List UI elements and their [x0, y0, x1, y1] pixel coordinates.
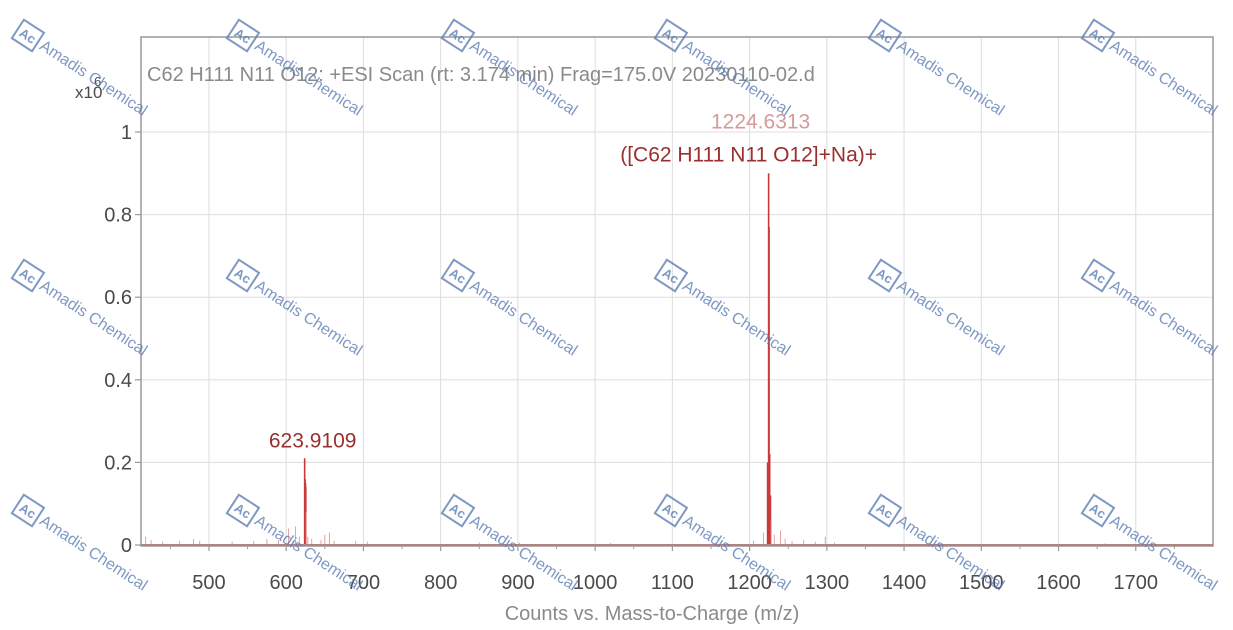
x-tick-label: 900: [501, 572, 534, 594]
x-tick-label: 1500: [959, 572, 1004, 594]
grid-lines: [141, 37, 1213, 545]
watermark-logo-text: Ac: [17, 500, 39, 522]
watermark-text: Amadis Chemical: [1106, 278, 1220, 360]
y-exponent-label: 6: [94, 74, 101, 89]
plot-frame: [140, 36, 1214, 547]
watermark-logo-text: Ac: [232, 500, 254, 522]
watermark-logo-box: [440, 493, 476, 528]
watermark-logo-box: [10, 18, 46, 53]
watermark-logo-text: Ac: [447, 265, 469, 287]
watermark-logo-text: Ac: [17, 265, 39, 287]
watermark-logo-text: Ac: [447, 500, 469, 522]
watermark-logo-text: Ac: [660, 500, 682, 522]
watermark-text: Amadis Chemical: [36, 278, 150, 360]
x-tick-label: 1300: [805, 572, 850, 594]
watermark-logo-box: [653, 258, 689, 293]
watermark-logo-text: Ac: [447, 25, 469, 47]
y-tick-label: 1: [121, 122, 132, 144]
x-tick-label: 1200: [727, 572, 772, 594]
y-tick-label: 0: [121, 535, 132, 557]
x-tick-label: 1400: [882, 572, 927, 594]
watermark-logo-box: [867, 493, 903, 528]
watermark-text: Amadis Chemical: [893, 38, 1007, 120]
y-multiplier-label: x10: [75, 83, 102, 102]
watermark-logo-box: [1080, 493, 1116, 528]
watermark-logo-text: Ac: [1087, 25, 1109, 47]
x-axis-label: Counts vs. Mass-to-Charge (m/z): [505, 603, 800, 625]
y-axis-ticks: 0 0.2 0.4 0.6 0.8 1: [104, 122, 132, 557]
watermark-text: Amadis Chemical: [466, 278, 580, 360]
x-tick-label: 1700: [1114, 572, 1159, 594]
y-tick-label: 0.8: [104, 205, 132, 227]
watermark-logo-text: Ac: [660, 265, 682, 287]
watermark-logo-text: Ac: [874, 500, 896, 522]
watermark-logo-text: Ac: [660, 25, 682, 47]
x-tick-label: 1000: [573, 572, 618, 594]
watermark-text: Amadis Chemical: [893, 278, 1007, 360]
watermark-logo-text: Ac: [1087, 500, 1109, 522]
x-tick-label: 1600: [1036, 572, 1081, 594]
watermark-logo-box: [440, 258, 476, 293]
watermark-logo-box: [440, 18, 476, 53]
peak-mz-label: 623.9109: [269, 429, 357, 452]
x-tick-label: 800: [424, 572, 457, 594]
watermark-logo-box: [653, 18, 689, 53]
watermark-text: Amadis Chemical: [36, 513, 150, 595]
watermark-text: Amadis Chemical: [1106, 38, 1220, 120]
watermark-logo-box: [867, 258, 903, 293]
watermark-logo-text: Ac: [17, 25, 39, 47]
watermark-logo-text: Ac: [232, 265, 254, 287]
watermark-logo-box: [1080, 258, 1116, 293]
watermark-logo-box: [1080, 18, 1116, 53]
watermark-logo-box: [225, 258, 261, 293]
watermark-text: Amadis Chemical: [679, 278, 793, 360]
watermark-logo-text: Ac: [874, 25, 896, 47]
watermark-logo-text: Ac: [232, 25, 254, 47]
x-tick-label: 500: [192, 572, 225, 594]
watermark-logo-box: [10, 258, 46, 293]
y-tick-label: 0.6: [104, 287, 132, 309]
peak-annotations: 623.9109 1224.6313 ([C62 H111 N11 O12]+Na)…: [269, 110, 877, 452]
watermark-logo-box: [10, 493, 46, 528]
spectrum-peaks: [145, 173, 1106, 545]
x-tick-label: 700: [347, 572, 380, 594]
peak-mz-label: 1224.6313: [711, 110, 810, 133]
x-axis-ticks: 500 600 700 800 900 1000 1100 1200 1300 1400 1500 1…: [192, 572, 1158, 594]
peak-formula-label: ([C62 H111 N11 O12]+Na)+: [620, 143, 877, 166]
x-tick-label: 1100: [651, 572, 694, 594]
watermark-logo-text: Ac: [1087, 265, 1109, 287]
x-tick-label: 600: [270, 572, 303, 594]
watermark-logo-text: Ac: [874, 265, 896, 287]
watermark-logo-box: [225, 18, 261, 53]
watermark-text: Amadis Chemical: [251, 278, 365, 360]
watermark-logo-box: [225, 493, 261, 528]
y-tick-label: 0.4: [104, 370, 132, 392]
y-tick-label: 0.2: [104, 452, 132, 474]
frame-tick-marks: [135, 131, 1175, 551]
watermark-logo-box: [653, 493, 689, 528]
chart-title: C62 H111 N11 O12: +ESI Scan (rt: 3.174 m…: [147, 64, 815, 86]
watermark-logo-box: [867, 18, 903, 53]
